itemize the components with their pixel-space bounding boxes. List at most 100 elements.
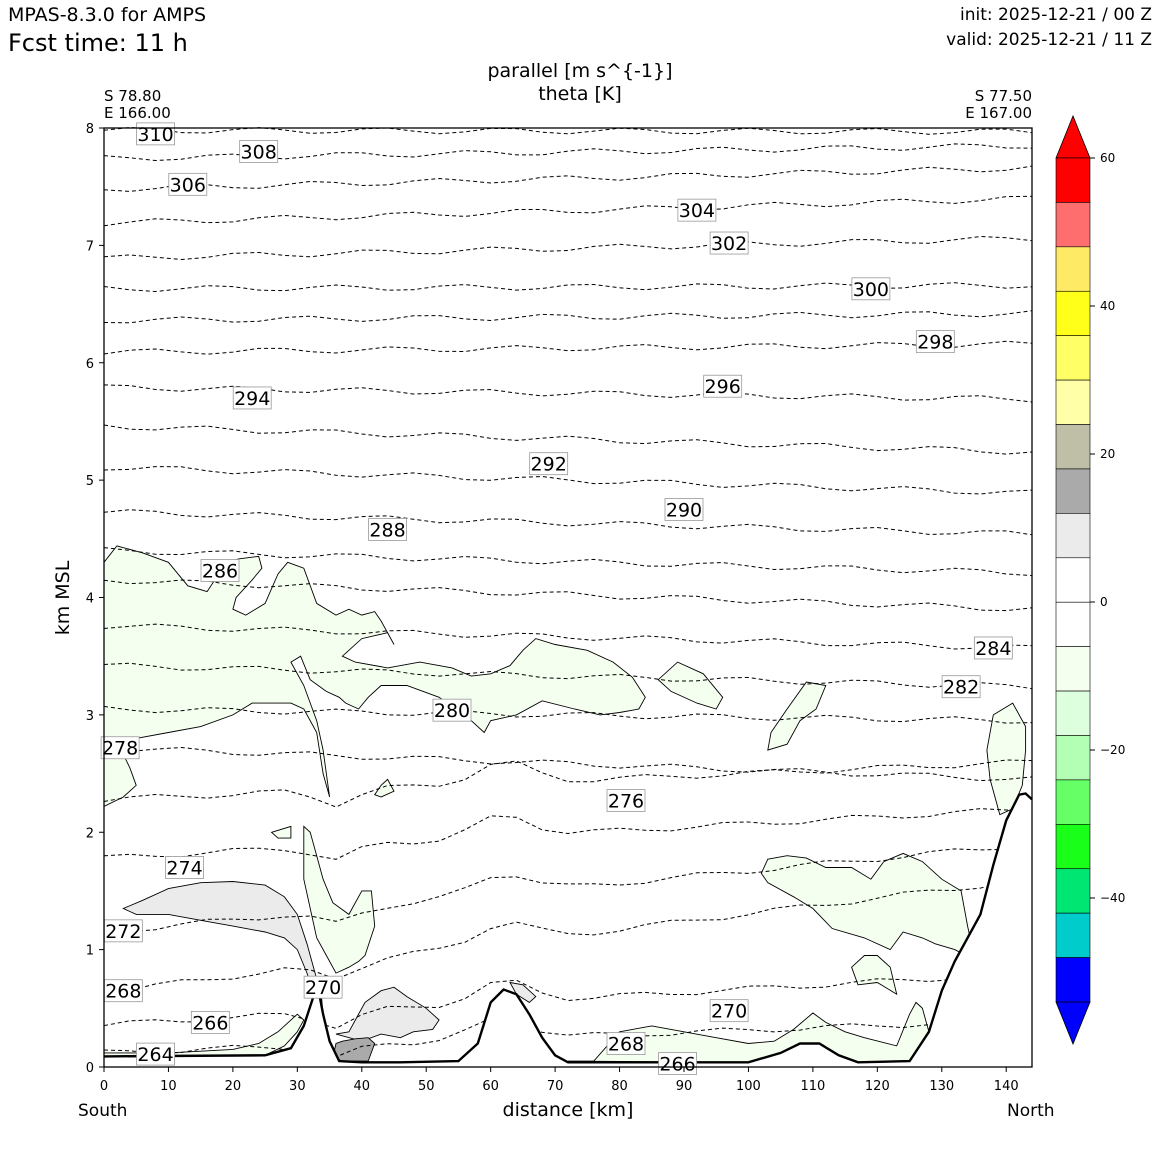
colorbar-segment [1055,779,1091,825]
theta-contour-line [103,1017,1033,1058]
colorbar-tick-label: 60 [1100,151,1115,165]
shade-region-light-green [270,825,292,839]
y-tick-label: 1 [86,944,94,959]
theta-label: 278 [100,736,140,760]
theta-label: 308 [239,140,279,163]
terrain-fill [104,793,1032,1067]
theta-contour-line [103,808,1033,860]
theta-contour-line [103,746,1033,782]
theta-label-text: 266 [192,1012,228,1034]
x-tick-label: 90 [676,1079,693,1094]
shade-region-light-grey [122,881,324,1015]
theta-contour-line [103,623,1033,650]
theta-label-text: 272 [105,921,141,943]
theta-label-text: 286 [202,561,238,583]
start-lon: E 166.00 [104,104,171,122]
x-tick-label: 20 [225,1079,242,1094]
theta-label-text: 282 [943,677,979,699]
shade-region-light-green [851,955,898,996]
colorbar-segment [1055,424,1091,470]
theta-label: 266 [190,1010,230,1034]
theta-label: 276 [606,789,646,813]
theta-contour-line [103,547,1033,577]
theta-label: 284 [973,636,1013,660]
theta-label-text: 296 [705,376,741,398]
theta-label-text: 270 [305,977,341,999]
y-tick-label: 7 [86,239,94,254]
theta-contour-line [103,165,1033,192]
theta-label-text: 290 [666,499,702,521]
theta-contour-line [103,509,1033,536]
theta-label-box [190,1010,230,1034]
theta-label-text: 304 [679,200,715,222]
theta-label-text: 308 [241,141,277,163]
wind-shading [103,545,1027,1063]
y-tick-label: 6 [86,357,94,372]
theta-label-text: 284 [975,638,1011,660]
start-lat: S 78.80 [104,87,162,105]
theta-label-box [368,518,407,541]
chart-title-line2: theta [K] [538,83,622,105]
theta-label-text: 288 [369,519,405,541]
theta-labels: 310 308 306 304 302 300 298 296 294 292 290 288 286 2… [100,122,1013,1075]
colorbar-tick-label: 40 [1100,299,1115,313]
valid-time: valid: 2025-12-21 / 11 Z [946,30,1152,50]
theta-label-box [200,559,240,582]
colorbar-tick-label: −20 [1100,743,1125,757]
theta-contour-line [103,310,1033,324]
x-tick-label: 60 [482,1079,499,1094]
north-label: North [1007,1101,1055,1121]
colorbar-segment [1055,379,1091,425]
chart-title-line1: parallel [m s^{-1}] [487,60,673,82]
south-label: South [78,1101,128,1121]
colorbar-segment [1055,868,1091,914]
theta-label-text: 274 [166,857,202,879]
x-tick-label: 50 [418,1079,435,1094]
theta-label: 292 [529,452,569,476]
x-tick-label: 100 [736,1079,761,1094]
theta-contour-line [103,340,1033,355]
theta-label-text: 278 [102,738,138,760]
y-tick-label: 2 [86,826,94,841]
colorbar-tick-label: −40 [1100,891,1125,905]
theta-label-text: 302 [711,233,747,255]
theta-label: 280 [432,698,472,722]
shade-region-light-green [374,778,395,798]
colorbar: 60 40 20 0 −20 −40 [1055,114,1125,1046]
theta-label-text: 300 [853,279,889,301]
theta-contour-line [103,844,1033,933]
theta-contour-line [103,466,1033,495]
x-tick-label: 80 [611,1079,628,1094]
colorbar-segment [1055,513,1091,559]
model-title: MPAS-8.3.0 for AMPS [8,4,207,26]
theta-label-text: 298 [917,332,953,354]
x-tick-label: 0 [100,1079,108,1094]
theta-label-box [941,675,981,699]
theta-label-box [168,172,208,196]
shade-region-light-grey [509,981,537,1003]
theta-contour-line [103,579,1033,612]
theta-label-text: 306 [170,174,206,196]
x-axis-label: distance [km] [502,1099,634,1121]
terrain [103,792,1033,1067]
theta-label-text: 294 [234,388,270,410]
colorbar-segment [1055,246,1091,292]
shade-region-light-grey [335,986,440,1042]
colorbar-max-arrow [1055,114,1091,159]
y-tick-label: 5 [86,474,94,489]
theta-contour-line [103,235,1033,261]
colorbar-segment [1055,690,1091,736]
theta-label-box [136,1042,175,1066]
theta-label-box [165,856,204,879]
colorbar-segment [1055,824,1091,870]
colorbar-min-arrow [1055,1001,1091,1046]
theta-label: 270 [709,999,749,1023]
x-tick-label: 40 [354,1079,371,1094]
theta-label: 290 [664,498,704,521]
x-tick-label: 30 [289,1079,306,1094]
shade-region-light-green [657,661,724,710]
y-tick-label: 0 [86,1061,94,1076]
end-lon: E 167.00 [965,104,1032,122]
colorbar-segment [1055,290,1091,336]
